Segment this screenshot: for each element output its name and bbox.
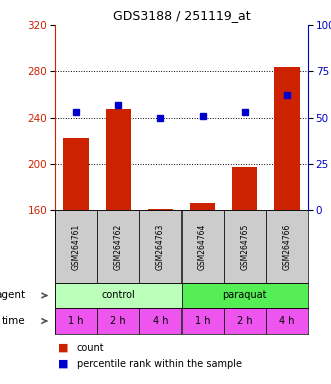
Bar	[55, 283, 181, 308]
Bar	[224, 210, 266, 283]
Text: GSM264761: GSM264761	[71, 223, 80, 270]
Bar	[274, 67, 300, 210]
Text: GSM264766: GSM264766	[282, 223, 291, 270]
Bar	[148, 209, 173, 210]
Text: 1 h: 1 h	[195, 316, 210, 326]
Text: 1 h: 1 h	[68, 316, 84, 326]
Bar	[139, 308, 181, 334]
Bar	[181, 210, 224, 283]
Bar	[106, 109, 131, 210]
Text: 2 h: 2 h	[237, 316, 253, 326]
Text: agent: agent	[0, 291, 25, 301]
Text: percentile rank within the sample: percentile rank within the sample	[76, 359, 242, 369]
Bar	[266, 210, 308, 283]
Bar	[64, 138, 89, 210]
Bar	[266, 308, 308, 334]
Text: GSM264763: GSM264763	[156, 223, 165, 270]
Bar	[97, 210, 139, 283]
Text: count: count	[76, 343, 104, 353]
Text: GSM264764: GSM264764	[198, 223, 207, 270]
Text: GSM264762: GSM264762	[114, 223, 123, 270]
Bar	[181, 283, 308, 308]
Text: 4 h: 4 h	[279, 316, 295, 326]
Bar	[181, 308, 224, 334]
Title: GDS3188 / 251119_at: GDS3188 / 251119_at	[113, 10, 250, 22]
Text: ■: ■	[58, 343, 69, 353]
Bar	[224, 308, 266, 334]
Bar	[55, 308, 97, 334]
Text: ■: ■	[58, 359, 69, 369]
Text: control: control	[101, 291, 135, 301]
Bar	[190, 203, 215, 210]
Text: paraquat: paraquat	[222, 291, 267, 301]
Bar	[232, 167, 258, 210]
Bar	[97, 308, 139, 334]
Text: 2 h: 2 h	[111, 316, 126, 326]
Text: 4 h: 4 h	[153, 316, 168, 326]
Bar	[55, 210, 97, 283]
Text: GSM264765: GSM264765	[240, 223, 249, 270]
Bar	[139, 210, 181, 283]
Text: time: time	[1, 316, 25, 326]
